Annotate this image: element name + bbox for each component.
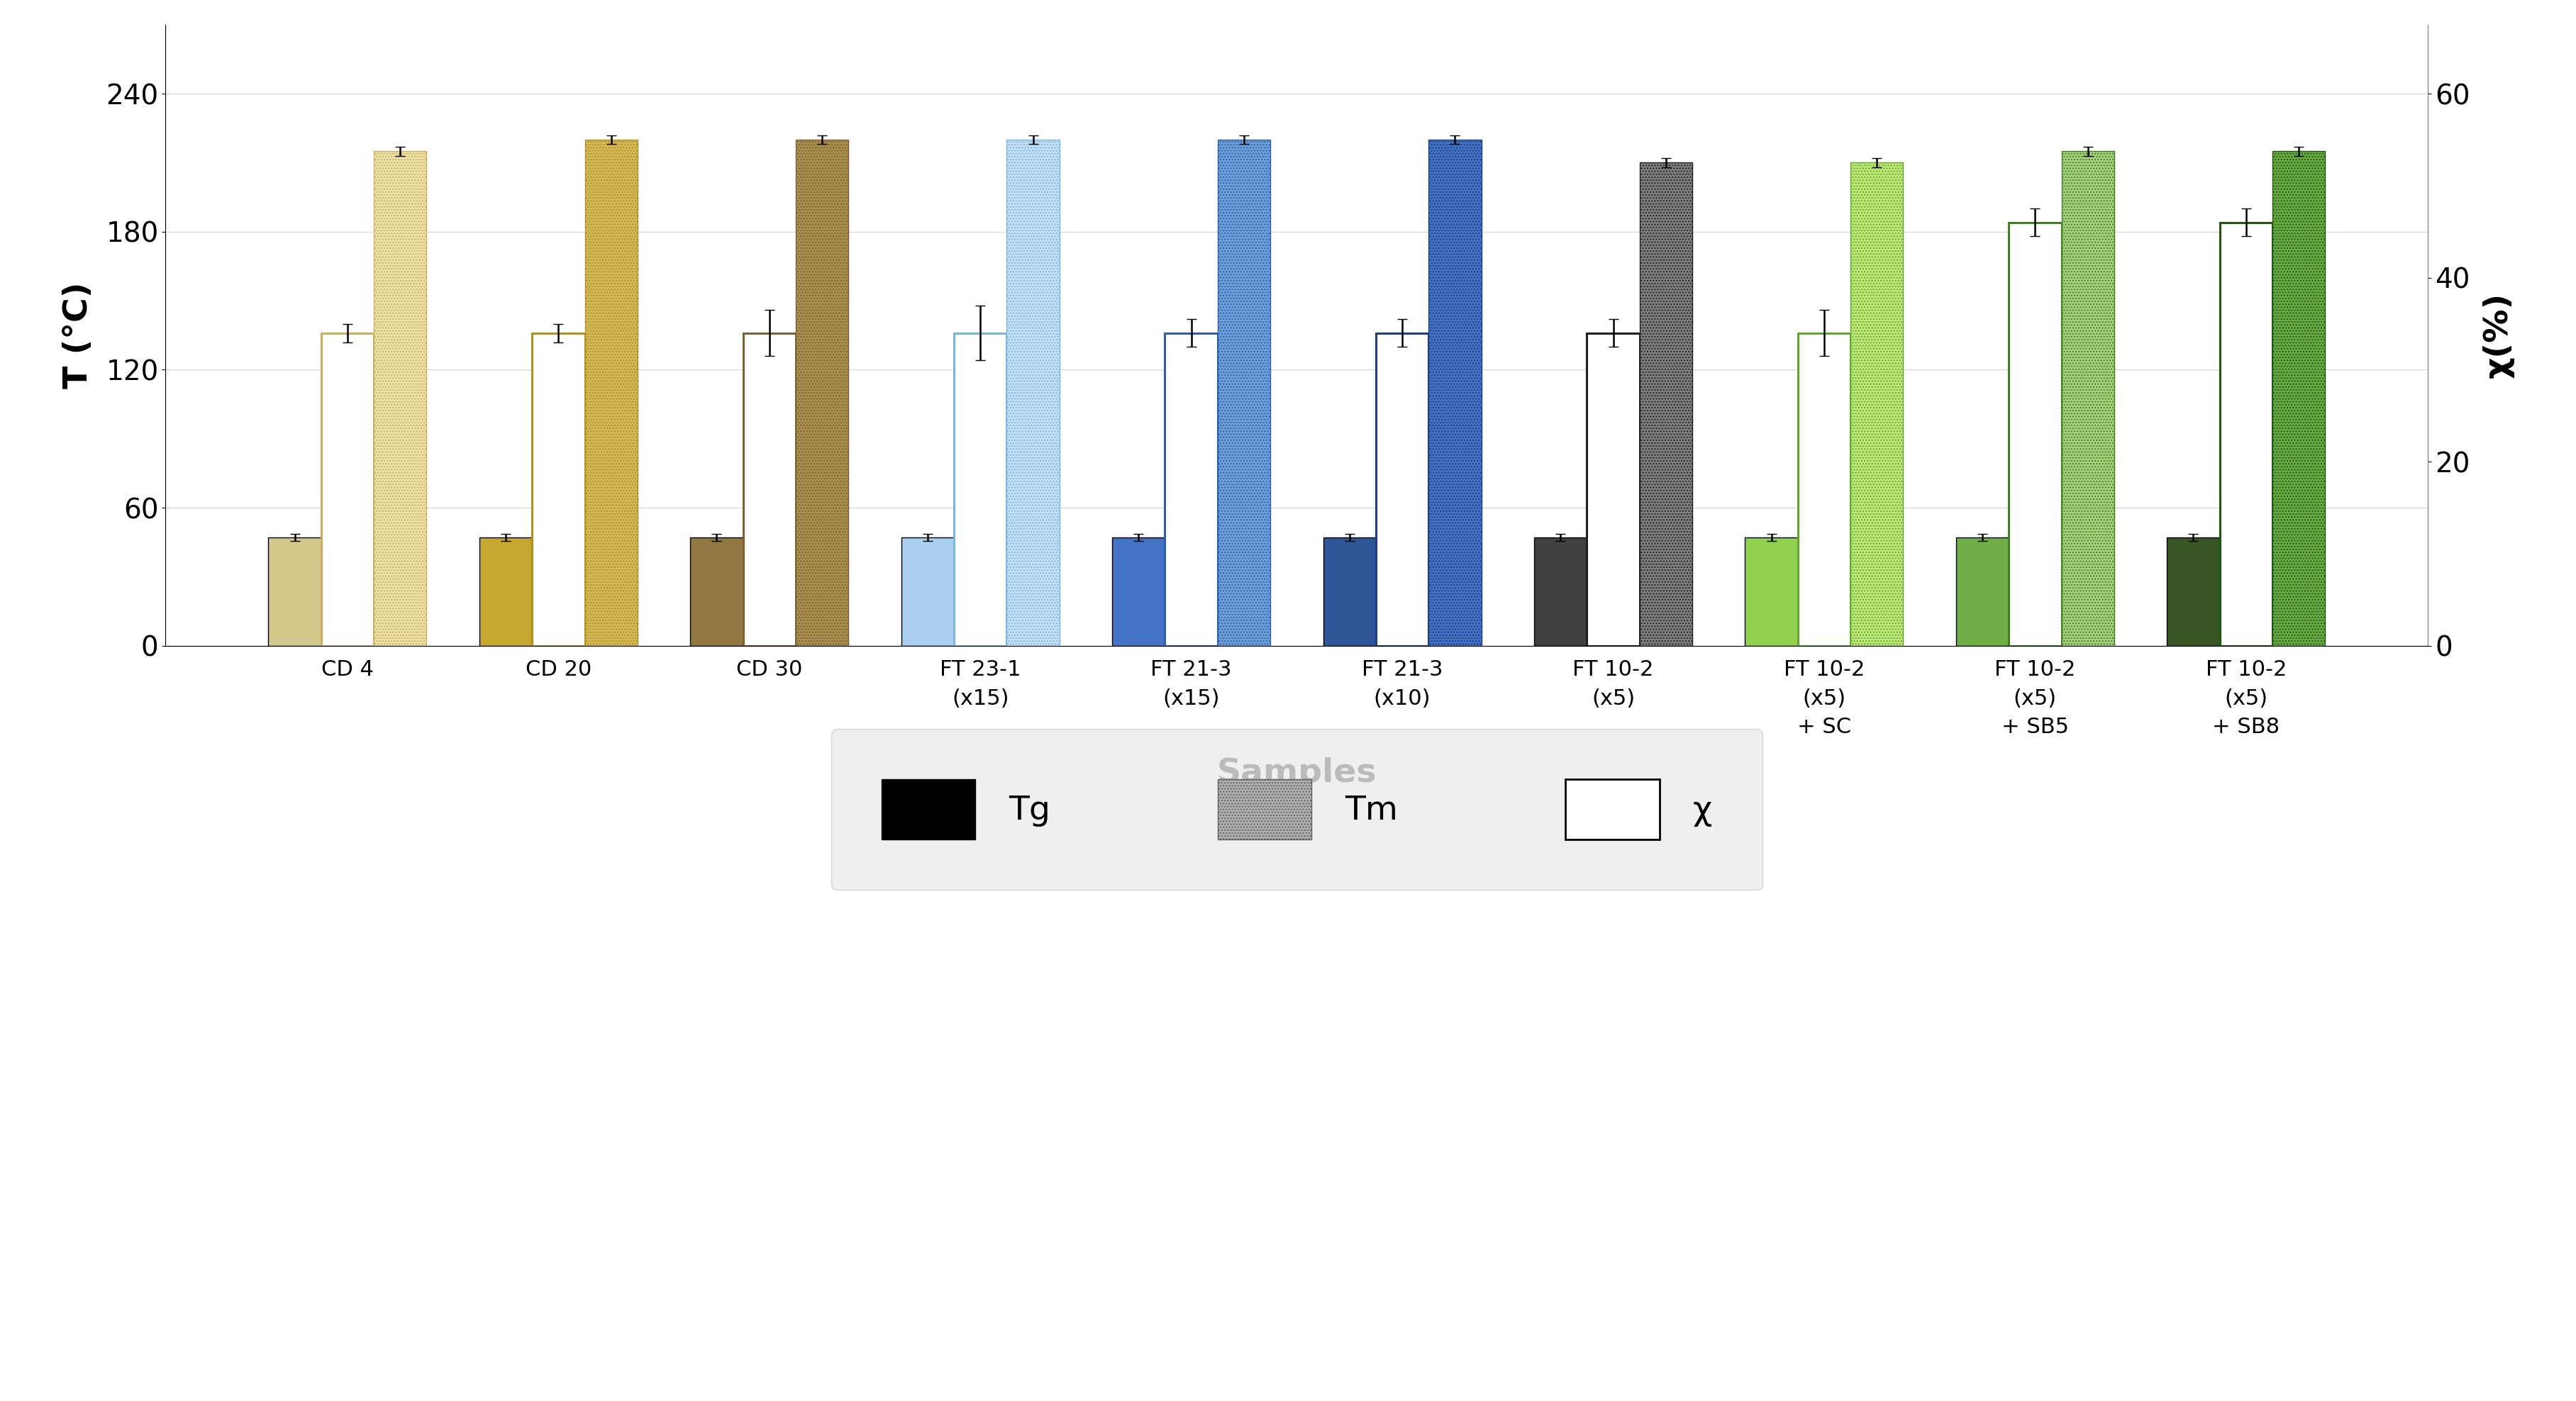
Legend: Tg, Tm, χ: Tg, Tm, χ	[832, 729, 1762, 890]
Bar	[1164, 333, 1218, 646]
Bar	[585, 140, 636, 646]
Bar	[1430, 140, 1481, 646]
Bar	[1113, 538, 1164, 646]
Bar	[2009, 223, 2061, 646]
Bar	[1535, 538, 1587, 646]
Bar	[322, 333, 374, 646]
Bar	[742, 333, 796, 646]
Bar	[1376, 333, 1430, 646]
Bar	[374, 151, 428, 646]
Bar	[2221, 223, 2272, 646]
Bar	[1218, 140, 1270, 646]
Bar	[1007, 140, 1059, 646]
Bar	[1638, 163, 1692, 646]
Y-axis label: T (°C): T (°C)	[62, 282, 95, 388]
Bar	[1744, 538, 1798, 646]
Bar	[1955, 538, 2009, 646]
Bar	[796, 140, 848, 646]
X-axis label: Samples: Samples	[1216, 758, 1376, 789]
Bar	[953, 333, 1007, 646]
Bar	[690, 538, 742, 646]
Bar	[2272, 151, 2326, 646]
Bar	[268, 538, 322, 646]
Bar	[479, 538, 533, 646]
Bar	[902, 538, 953, 646]
Bar	[1850, 163, 1904, 646]
Bar	[533, 333, 585, 646]
Bar	[1324, 538, 1376, 646]
Bar	[2061, 151, 2115, 646]
Bar	[2166, 538, 2221, 646]
Y-axis label: χ(%): χ(%)	[2481, 293, 2514, 378]
Bar	[1587, 333, 1638, 646]
Bar	[1798, 333, 1850, 646]
